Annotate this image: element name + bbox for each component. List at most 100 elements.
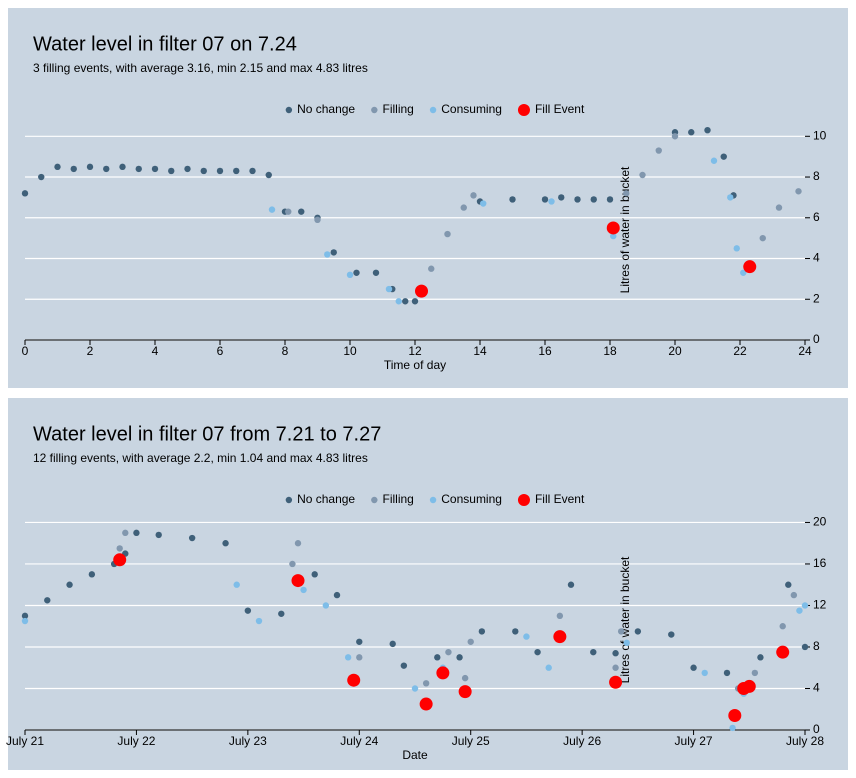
- data-point: [740, 269, 747, 276]
- data-point: [66, 581, 73, 588]
- data-point: [155, 531, 162, 539]
- x-tick-label: July 25: [452, 734, 490, 748]
- data-point: [590, 648, 597, 656]
- x-tick-label: 4: [152, 344, 159, 358]
- data-point: [751, 669, 759, 677]
- data-point: [733, 245, 740, 252]
- data-point: [779, 623, 786, 630]
- data-point: [574, 196, 581, 203]
- legend-marker: [371, 106, 378, 114]
- data-point: [548, 198, 555, 205]
- data-point: [400, 662, 408, 669]
- data-point: [422, 680, 430, 687]
- data-point: [509, 196, 516, 203]
- x-tick-label: July 21: [6, 734, 44, 748]
- chart-title: Water level in filter 07 from 7.21 to 7.…: [33, 423, 381, 445]
- data-point: [411, 685, 419, 692]
- data-point: [671, 133, 679, 140]
- legend-label: Filling: [383, 492, 414, 506]
- data-point: [704, 126, 711, 134]
- x-tick-label: 12: [408, 344, 422, 358]
- data-point: [590, 196, 597, 203]
- data-point: [119, 163, 126, 171]
- x-tick-label: July 28: [786, 734, 824, 748]
- data-point: [298, 208, 305, 215]
- data-point: [135, 165, 142, 173]
- data-point: [785, 581, 792, 588]
- data-point: [776, 645, 790, 659]
- x-tick-label: July 23: [229, 734, 267, 748]
- y-tick-label: 8: [813, 639, 820, 653]
- data-point: [790, 591, 798, 599]
- data-point: [419, 697, 433, 711]
- x-tick-label: July 22: [117, 734, 155, 748]
- data-point: [291, 574, 305, 588]
- chart-subtitle: 12 filling events, with average 2.2, min…: [33, 451, 368, 465]
- y-tick-label: 8: [813, 169, 820, 183]
- data-point: [434, 654, 441, 661]
- data-point: [467, 638, 474, 645]
- legend-marker: [371, 496, 378, 504]
- y-axis-label: Litres of water in bucket: [618, 166, 632, 293]
- y-tick-label: 0: [813, 722, 820, 736]
- data-point: [444, 230, 451, 238]
- y-tick-label: 6: [813, 210, 820, 224]
- data-point: [314, 216, 321, 224]
- legend-label: Filling: [383, 102, 414, 116]
- data-point: [545, 664, 552, 671]
- legend-label: Consuming: [441, 492, 502, 506]
- data-point: [553, 630, 567, 644]
- data-point: [534, 648, 541, 656]
- data-point: [216, 167, 224, 175]
- data-point: [300, 586, 307, 594]
- data-point: [720, 153, 727, 160]
- data-point: [478, 628, 486, 635]
- data-point: [775, 204, 783, 211]
- data-point: [322, 602, 330, 609]
- data-point: [113, 553, 127, 567]
- data-point: [294, 540, 302, 547]
- data-point: [801, 643, 809, 651]
- data-point: [249, 167, 256, 175]
- data-point: [38, 173, 45, 181]
- data-point: [609, 675, 623, 689]
- data-point: [470, 192, 477, 199]
- data-point: [330, 249, 337, 256]
- x-tick-label: 20: [668, 344, 682, 358]
- x-axis-label: Time of day: [384, 358, 446, 372]
- x-tick-label: July 24: [340, 734, 378, 748]
- data-point: [445, 648, 452, 656]
- data-point: [460, 204, 467, 211]
- data-point: [723, 669, 731, 677]
- x-axis-label: Date: [402, 748, 428, 762]
- data-point: [567, 581, 575, 588]
- data-point: [541, 196, 549, 203]
- data-point: [265, 171, 272, 179]
- data-point: [456, 654, 463, 661]
- data-point: [757, 654, 764, 661]
- legend-marker: [429, 106, 437, 114]
- x-tick-label: 6: [217, 344, 224, 358]
- y-tick-label: 10: [813, 128, 827, 142]
- data-point: [801, 602, 809, 609]
- data-point: [356, 654, 363, 661]
- x-tick-label: 22: [733, 344, 747, 358]
- data-point: [728, 708, 742, 722]
- data-point: [402, 298, 409, 305]
- x-tick-label: 14: [473, 344, 487, 358]
- data-point: [70, 165, 77, 173]
- chart-panel: Water level in filter 07 on 7.24 3 fillin…: [8, 8, 848, 388]
- data-point: [480, 200, 487, 207]
- x-tick-label: 24: [798, 344, 812, 358]
- data-point: [612, 650, 619, 657]
- data-point: [324, 251, 331, 258]
- x-tick-label: 2: [87, 344, 94, 358]
- data-point: [395, 298, 402, 305]
- y-tick-label: 20: [813, 515, 827, 529]
- data-point: [617, 628, 625, 635]
- x-tick-label: July 27: [675, 734, 713, 748]
- legend-label: No change: [297, 492, 355, 506]
- data-point: [151, 165, 159, 173]
- data-point: [606, 221, 620, 235]
- data-point: [86, 163, 94, 171]
